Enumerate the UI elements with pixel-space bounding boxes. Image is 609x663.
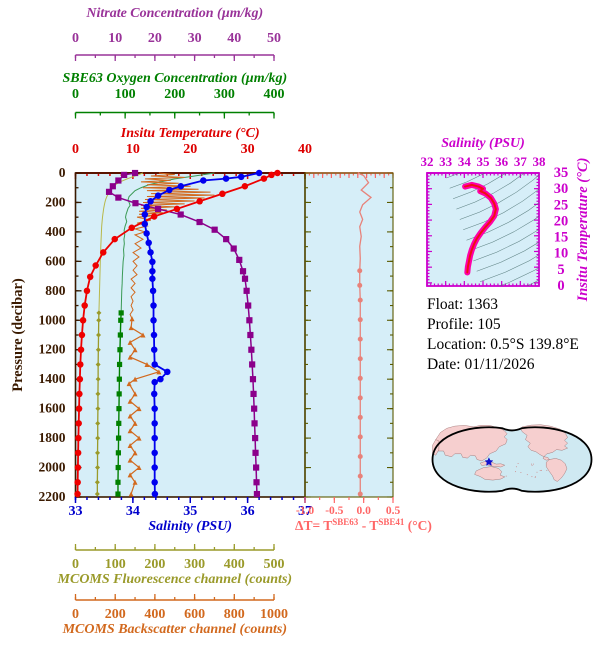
svg-text:35: 35 [554,165,569,181]
svg-text:36: 36 [495,154,509,169]
svg-text:400: 400 [45,224,66,239]
svg-text:800: 800 [224,607,245,622]
svg-text:200: 200 [105,607,126,622]
svg-text:1000: 1000 [260,607,288,622]
svg-text:-0.5: -0.5 [325,505,343,517]
svg-text:40: 40 [298,142,312,157]
svg-text:33: 33 [439,154,453,169]
svg-text:2200: 2200 [39,489,66,504]
svg-text:37: 37 [514,154,528,169]
svg-text:400: 400 [264,87,285,102]
svg-text:1200: 1200 [39,342,66,357]
svg-text:15: 15 [554,230,569,246]
svg-text:5: 5 [557,262,564,278]
svg-text:MCOMS Fluorescence channel (co: MCOMS Fluorescence channel (counts) [57,572,293,587]
svg-text:0: 0 [72,31,79,46]
svg-text:50: 50 [267,31,281,46]
svg-text:34: 34 [126,504,140,519]
svg-text:40: 40 [227,31,241,46]
svg-text:0: 0 [72,87,79,102]
svg-text:200: 200 [144,557,165,572]
svg-text:35: 35 [477,154,491,169]
svg-text:SBE63 Oxygen Concentration (µm: SBE63 Oxygen Concentration (µm/kg) [62,71,287,86]
svg-text:Nitrate Concentration (µm/kg): Nitrate Concentration (µm/kg) [85,6,263,21]
svg-text:0: 0 [72,142,79,157]
svg-text:600: 600 [184,607,205,622]
svg-text:200: 200 [45,194,66,209]
svg-text:0: 0 [72,607,79,622]
svg-text:600: 600 [45,253,66,268]
svg-text:20: 20 [148,31,162,46]
svg-text:25: 25 [554,197,569,213]
svg-text:0: 0 [59,165,66,180]
svg-text:34: 34 [458,154,472,169]
svg-text:Float: 1363: Float: 1363 [427,296,498,313]
svg-text:35: 35 [183,504,197,519]
svg-text:Insitu Temperature (°C): Insitu Temperature (°C) [120,126,260,141]
svg-text:100: 100 [115,87,136,102]
svg-text:Pressure (decibar): Pressure (decibar) [10,278,26,392]
svg-text:200: 200 [164,87,185,102]
svg-text:30: 30 [554,181,569,197]
svg-text:-1.0: -1.0 [296,505,314,517]
svg-text:ΔT= TSBE63 - TSBE41 (°C): ΔT= TSBE63 - TSBE41 (°C) [295,517,432,533]
svg-text:36: 36 [241,504,255,519]
svg-text:0.5: 0.5 [386,505,401,517]
svg-text:1000: 1000 [39,312,66,327]
svg-text:0.0: 0.0 [356,505,371,517]
svg-text:400: 400 [144,607,165,622]
svg-text:30: 30 [188,31,202,46]
svg-text:10: 10 [126,142,140,157]
svg-text:20: 20 [183,142,197,157]
svg-text:800: 800 [45,283,66,298]
svg-text:38: 38 [533,154,547,169]
svg-text:Location: 0.5°S 139.8°E: Location: 0.5°S 139.8°E [427,336,579,353]
svg-text:400: 400 [224,557,245,572]
svg-text:1400: 1400 [39,371,66,386]
svg-text:500: 500 [264,557,285,572]
svg-text:Profile: 105: Profile: 105 [427,316,501,333]
svg-text:Date: 01/11/2026: Date: 01/11/2026 [427,356,535,373]
svg-text:32: 32 [421,154,434,169]
svg-text:100: 100 [105,557,126,572]
svg-text:1800: 1800 [39,430,66,445]
svg-text:10: 10 [554,246,569,262]
svg-text:Insitu Temperature (°C): Insitu Temperature (°C) [575,158,591,303]
svg-text:MCOMS Backscatter channel (cou: MCOMS Backscatter channel (counts) [62,622,287,637]
svg-text:10: 10 [108,31,122,46]
svg-text:300: 300 [214,87,235,102]
svg-text:30: 30 [241,142,255,157]
svg-text:0: 0 [72,557,79,572]
svg-text:Salinity (PSU): Salinity (PSU) [441,136,525,151]
svg-text:1600: 1600 [39,401,66,416]
svg-text:20: 20 [554,213,569,229]
svg-text:Salinity (PSU): Salinity (PSU) [148,519,232,534]
svg-text:300: 300 [184,557,205,572]
svg-text:0: 0 [557,278,564,294]
svg-text:2000: 2000 [39,460,66,475]
svg-text:33: 33 [69,504,83,519]
